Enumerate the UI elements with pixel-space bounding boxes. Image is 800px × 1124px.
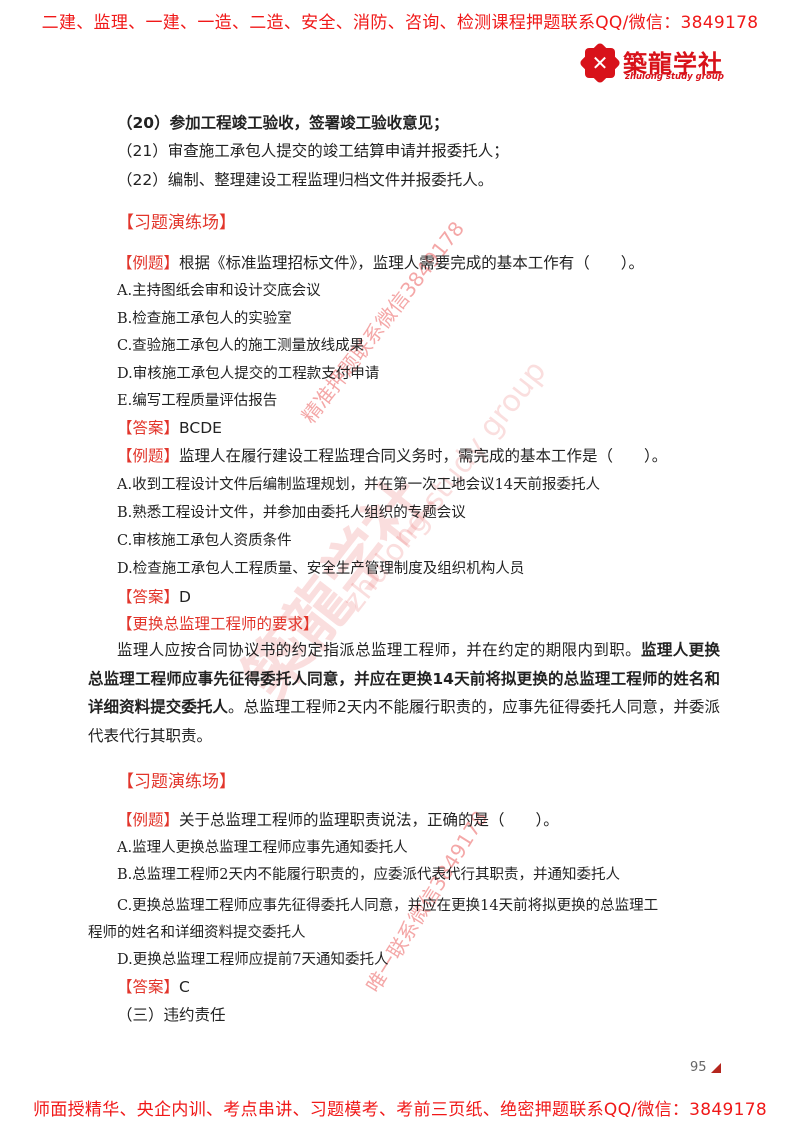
answer-value: BCDE [179,419,222,437]
question-1-option-c: C.查验施工承包人的施工测量放线成果 [117,338,365,354]
question-3-option-c-continued: 程师的姓名和详细资料提交委托人 [88,925,306,941]
logo: ✕ 築龍学社 zhulong study group [578,41,725,86]
replace-paragraph: 监理人应按合同协议书的约定指派总监理工程师，并在约定的期限内到职。监理人更换总监… [88,636,720,750]
question-1-option-e: E.编写工程质量评估报告 [117,393,278,409]
footer-banner: 师面授精华、央企内训、考点串讲、习题模考、考前三页纸、绝密押题联系QQ/微信：3… [33,1100,767,1120]
question-2-stem: 【例题】监理人在履行建设工程监理合同义务时，需完成的基本工作是（ ）。 [117,444,667,466]
question-1-answer: 【答案】BCDE [117,416,222,438]
answer-label: 【答案】 [117,588,180,606]
duty-item-21: （21）审查施工承包人提交的竣工结算申请并报委托人； [117,142,509,160]
question-2-answer: 【答案】D [117,585,191,607]
question-3-stem: 【例题】关于总监理工程师的监理职责说法，正确的是（ ）。 [117,808,559,830]
question-3-answer: 【答案】C [117,975,190,997]
question-3-option-c: C.更换总监理工程师应事先征得委托人同意，并应在更换14天前将拟更换的总监理工 [117,898,659,914]
duty-item-22: （22）编制、整理建设工程监理归档文件并报委托人。 [117,171,494,189]
practice-heading: 【习题演练场】 [117,213,236,233]
answer-value: C [179,978,190,996]
logo-cross-icon: ✕ [591,51,609,75]
example-label: 【例题】 [117,447,180,465]
logo-name-en: zhulong study group [625,72,724,82]
question-2-option-a: A.收到工程设计文件后编制监理规划，并在第一次工地会议14天前报委托人 [117,477,601,493]
question-2-option-c: C.审核施工承包人资质条件 [117,533,292,549]
paragraph-bold-text: 监理人更换总监理工程师应事先征得委托人同意，并应在更换14天前将拟更换的总监理工… [88,641,720,716]
question-text: 关于总监理工程师的监理职责说法，正确的是（ ）。 [179,811,559,829]
question-1-option-d: D.审核施工承包人提交的工程款支付申请 [117,366,380,382]
replace-heading: 【更换总监理工程师的要求】 [117,615,319,633]
example-label: 【例题】 [117,811,180,829]
question-text: 监理人在履行建设工程监理合同义务时，需完成的基本工作是（ ）。 [179,447,668,465]
question-3-option-a: A.监理人更换总监理工程师应事先通知委托人 [117,840,408,856]
page-number: 95 [690,1060,707,1075]
question-2-option-b: B.熟悉工程设计文件，并参加由委托人组织的专题会议 [117,505,466,521]
question-3-option-d: D.更换总监理工程师应提前7天通知委托人 [117,952,389,968]
answer-value: D [179,588,191,606]
answer-label: 【答案】 [117,419,180,437]
example-label: 【例题】 [117,254,180,272]
watermark-top: 精准押题联系微信3849178 [296,216,469,428]
header-banner: 二建、监理、一建、一造、二造、安全、消防、咨询、检测课程押题联系QQ/微信：38… [41,13,759,33]
paragraph-text: 监理人应按合同协议书的约定指派总监理工程师，并在约定的期限内到职。 [117,641,641,659]
next-section-heading: （三）违约责任 [117,1006,226,1024]
question-1-option-b: B.检查施工承包人的实验室 [117,311,292,327]
question-3-option-b: B.总监理工程师2天内不能履行职责的，应委派代表代行其职责，并通知委托人 [117,867,620,883]
duty-item-20: （20）参加工程竣工验收，签署竣工验收意见； [117,114,449,132]
question-1-stem: 【例题】根据《标准监理招标文件》，监理人需要完成的基本工作有（ ）。 [117,251,644,273]
practice-heading: 【习题演练场】 [117,772,236,792]
page-corner-triangle-icon [711,1063,721,1073]
question-1-option-a: A.主持图纸会审和设计交底会议 [117,283,321,299]
paragraph-text: 。总监理工程师2天内不能履行职责的，应事先征得委托人同意，并委派代表代行其职责。 [88,698,720,745]
question-2-option-d: D.检查施工承包人工程质量、安全生产管理制度及组织机构人员 [117,561,525,577]
question-text: 根据《标准监理招标文件》，监理人需要完成的基本工作有（ ）。 [179,254,645,272]
logo-name-cn: 築龍学社 [623,50,723,78]
answer-label: 【答案】 [117,978,180,996]
